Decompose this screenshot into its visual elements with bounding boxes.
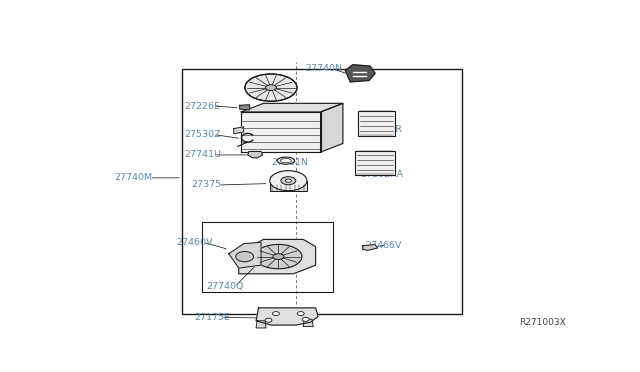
Text: 27466V: 27466V — [365, 241, 402, 250]
Polygon shape — [240, 105, 250, 110]
Text: 27460V: 27460V — [177, 238, 213, 247]
Ellipse shape — [285, 179, 291, 182]
Polygon shape — [229, 242, 261, 268]
Polygon shape — [239, 240, 316, 274]
Ellipse shape — [266, 85, 276, 90]
Polygon shape — [234, 127, 244, 134]
Ellipse shape — [245, 74, 297, 101]
Polygon shape — [303, 319, 313, 327]
Text: 27530Z: 27530Z — [184, 130, 221, 140]
Ellipse shape — [280, 158, 291, 163]
Polygon shape — [346, 65, 375, 82]
Text: 2780BRA: 2780BRA — [360, 170, 403, 179]
Text: 27740Q: 27740Q — [207, 282, 244, 291]
Text: 27761N: 27761N — [271, 158, 308, 167]
Circle shape — [297, 312, 304, 315]
Bar — [269, 181, 307, 191]
Ellipse shape — [273, 254, 284, 260]
Ellipse shape — [269, 171, 307, 191]
Polygon shape — [363, 244, 378, 250]
Text: R271003X: R271003X — [519, 318, 566, 327]
Bar — [355, 151, 395, 175]
Circle shape — [236, 251, 253, 262]
Ellipse shape — [277, 157, 294, 164]
Text: 27741U: 27741U — [184, 150, 221, 160]
Text: 27175E: 27175E — [194, 313, 230, 322]
Circle shape — [265, 318, 272, 322]
Circle shape — [273, 312, 280, 315]
Polygon shape — [321, 103, 343, 152]
Text: 27375: 27375 — [191, 180, 221, 189]
Bar — [182, 69, 462, 314]
Polygon shape — [241, 112, 321, 152]
Ellipse shape — [255, 244, 302, 269]
Polygon shape — [241, 103, 343, 112]
Bar — [202, 222, 333, 292]
Ellipse shape — [281, 177, 296, 185]
Circle shape — [302, 317, 309, 321]
Polygon shape — [248, 151, 262, 158]
Text: 27226E: 27226E — [184, 102, 220, 111]
Text: 2780BR: 2780BR — [365, 125, 402, 134]
Polygon shape — [256, 308, 318, 325]
Text: 27740N: 27740N — [306, 64, 342, 74]
Bar — [358, 110, 395, 136]
Text: 27740M: 27740M — [115, 173, 153, 182]
Polygon shape — [256, 321, 266, 328]
